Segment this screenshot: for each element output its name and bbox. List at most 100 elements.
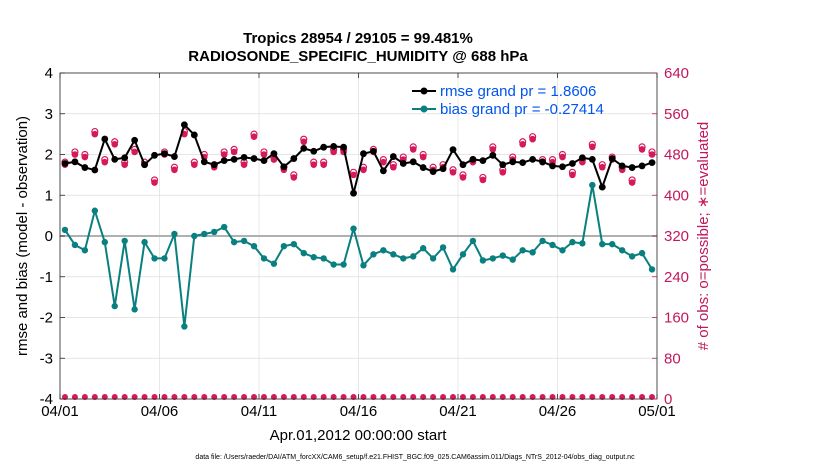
bias-point [201, 230, 208, 238]
obs-zero-point [260, 394, 267, 400]
obs-evaluated-point [71, 151, 79, 158]
obs-zero-point [489, 394, 496, 400]
obs-evaluated-point [360, 166, 367, 174]
obs-evaluated-point [628, 179, 636, 186]
bias-point [469, 237, 477, 245]
obs-zero-point [569, 394, 576, 400]
y-right-tick-label: 320 [664, 228, 689, 245]
rmse-point [240, 153, 248, 161]
obs-evaluated-point [529, 135, 536, 143]
obs-zero-point [430, 394, 437, 400]
y-left-tick-label: 3 [45, 106, 53, 123]
y-right-tick-label: 240 [664, 269, 689, 286]
obs-zero-point [599, 394, 606, 400]
obs-evaluated-point [489, 146, 497, 153]
obs-zero-point [121, 394, 128, 400]
obs-zero-point [440, 394, 447, 400]
y-left-tick-label: 4 [45, 65, 53, 82]
rmse-point [290, 155, 298, 162]
y-axis-right-label: # of obs: o=possible; ∗=evaluated [695, 122, 712, 351]
bias-point [589, 181, 596, 189]
y-left-tick-label: -4 [40, 391, 53, 408]
obs-zero-point [330, 394, 337, 400]
obs-evaluated-point [380, 158, 387, 166]
bias-point [529, 249, 536, 256]
y-axis-left-label: rmse and bias (model - observation) [14, 116, 31, 356]
rmse-point [449, 146, 457, 154]
obs-evaluated-point [350, 171, 357, 179]
rmse-point [101, 135, 109, 143]
y-left-tick-label: 1 [45, 187, 53, 204]
obs-zero-point [191, 394, 198, 400]
obs-zero-point [529, 394, 536, 400]
rmse-point [370, 147, 377, 155]
y-right-tick-label: 160 [664, 310, 689, 327]
obs-evaluated-point [191, 161, 198, 168]
rmse-point [519, 159, 527, 167]
rmse-point [648, 159, 656, 167]
rmse-point [389, 153, 397, 160]
obs-zero-point [211, 394, 218, 400]
rmse-point [499, 161, 507, 169]
bias-point [410, 253, 417, 260]
obs-evaluated-point [220, 151, 228, 158]
obs-zero-point [91, 394, 98, 400]
bias-point [360, 262, 367, 269]
x-tick-label: 04/11 [241, 403, 277, 420]
rmse-point [638, 162, 646, 170]
bias-point [539, 237, 546, 245]
x-tick-label: 04/16 [340, 403, 378, 420]
bias-point [549, 241, 556, 249]
y-left-tick-label: 2 [45, 147, 53, 164]
obs-evaluated-point [171, 166, 178, 174]
y-left-tick-label: -2 [40, 310, 53, 327]
rmse-point [320, 143, 328, 151]
obs-zero-point [559, 394, 566, 400]
rmse-point [280, 163, 288, 171]
bias-point [509, 256, 516, 263]
bias-point [240, 237, 248, 245]
bias-point [121, 237, 128, 245]
obs-evaluated-point [519, 141, 526, 148]
rmse-point [379, 167, 387, 175]
obs-evaluated-point [290, 174, 298, 181]
y-right-tick-label: 560 [664, 106, 689, 123]
bias-point [390, 251, 397, 258]
y-right-tick-label: 80 [664, 350, 681, 367]
bias-point [380, 247, 387, 254]
rmse-point [151, 151, 158, 159]
x-tick-label: 04/21 [439, 403, 477, 420]
obs-zero-point [380, 394, 387, 400]
bias-point [300, 249, 307, 257]
rmse-point [429, 168, 437, 176]
bias-point [579, 240, 586, 247]
obs-zero-point [410, 394, 417, 400]
bias-point [638, 249, 646, 257]
rmse-point [340, 143, 347, 151]
obs-evaluated-point [330, 148, 337, 156]
bias-point [131, 306, 138, 313]
bias-point [91, 207, 99, 214]
bias-point [211, 228, 218, 236]
obs-evaluated-point [300, 138, 308, 146]
rmse-point [479, 157, 487, 165]
rmse-point [330, 142, 338, 150]
obs-zero-point [400, 394, 407, 400]
bias-point [71, 241, 79, 249]
obs-zero-point [221, 394, 228, 400]
bias-point [81, 247, 89, 254]
rmse-point [81, 164, 89, 171]
rmse-point [419, 164, 427, 171]
obs-zero-point [101, 394, 108, 400]
bias-point [230, 238, 238, 246]
rmse-point [469, 155, 477, 163]
obs-zero-point [459, 394, 466, 400]
bias-point [340, 261, 347, 268]
legend-rmse-marker [420, 87, 428, 95]
bias-point [628, 253, 636, 260]
rmse-point [71, 158, 79, 166]
x-axis-label: Apr.01,2012 00:00:00 start [270, 427, 448, 444]
obs-zero-point [280, 394, 287, 400]
x-tick-label: 04/06 [141, 403, 179, 420]
y-left-tick-label: 0 [45, 228, 53, 245]
